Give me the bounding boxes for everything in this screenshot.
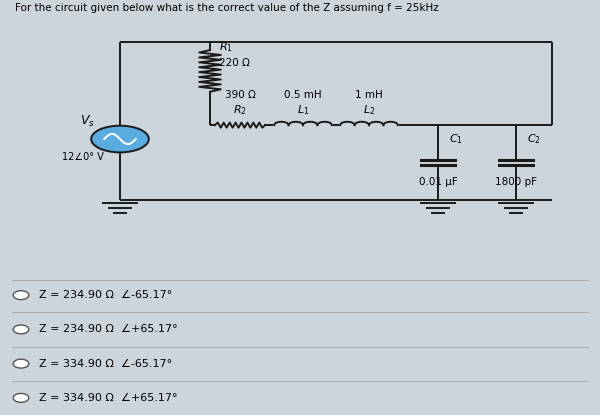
- Circle shape: [13, 359, 29, 368]
- Text: Z = 334.90 Ω  ∠-65.17°: Z = 334.90 Ω ∠-65.17°: [39, 359, 172, 369]
- Text: 1800 pF: 1800 pF: [495, 177, 537, 187]
- Text: $L_1$: $L_1$: [297, 103, 309, 117]
- Text: $L_2$: $L_2$: [363, 103, 375, 117]
- Text: 12∠0° V: 12∠0° V: [62, 152, 104, 162]
- Text: For the circuit given below what is the correct value of the Z assuming f = 25kH: For the circuit given below what is the …: [15, 3, 439, 13]
- Text: Z = 234.90 Ω  ∠+65.17°: Z = 234.90 Ω ∠+65.17°: [39, 325, 178, 334]
- Text: $V_s$: $V_s$: [80, 113, 94, 129]
- Text: Z = 234.90 Ω  ∠-65.17°: Z = 234.90 Ω ∠-65.17°: [39, 290, 172, 300]
- Text: 0.01 μF: 0.01 μF: [419, 177, 457, 187]
- Circle shape: [91, 126, 149, 152]
- Text: 0.5 mH: 0.5 mH: [284, 90, 322, 100]
- Text: $R_1$: $R_1$: [219, 40, 233, 54]
- Text: 220 Ω: 220 Ω: [219, 58, 250, 68]
- Text: $R_2$: $R_2$: [233, 103, 247, 117]
- Circle shape: [13, 325, 29, 334]
- Text: $C_2$: $C_2$: [527, 132, 541, 146]
- Circle shape: [13, 393, 29, 402]
- Text: Z = 334.90 Ω  ∠+65.17°: Z = 334.90 Ω ∠+65.17°: [39, 393, 178, 403]
- Text: $C_1$: $C_1$: [449, 132, 463, 146]
- Circle shape: [13, 291, 29, 300]
- Text: 1 mH: 1 mH: [355, 90, 383, 100]
- Text: 390 Ω: 390 Ω: [224, 90, 256, 100]
